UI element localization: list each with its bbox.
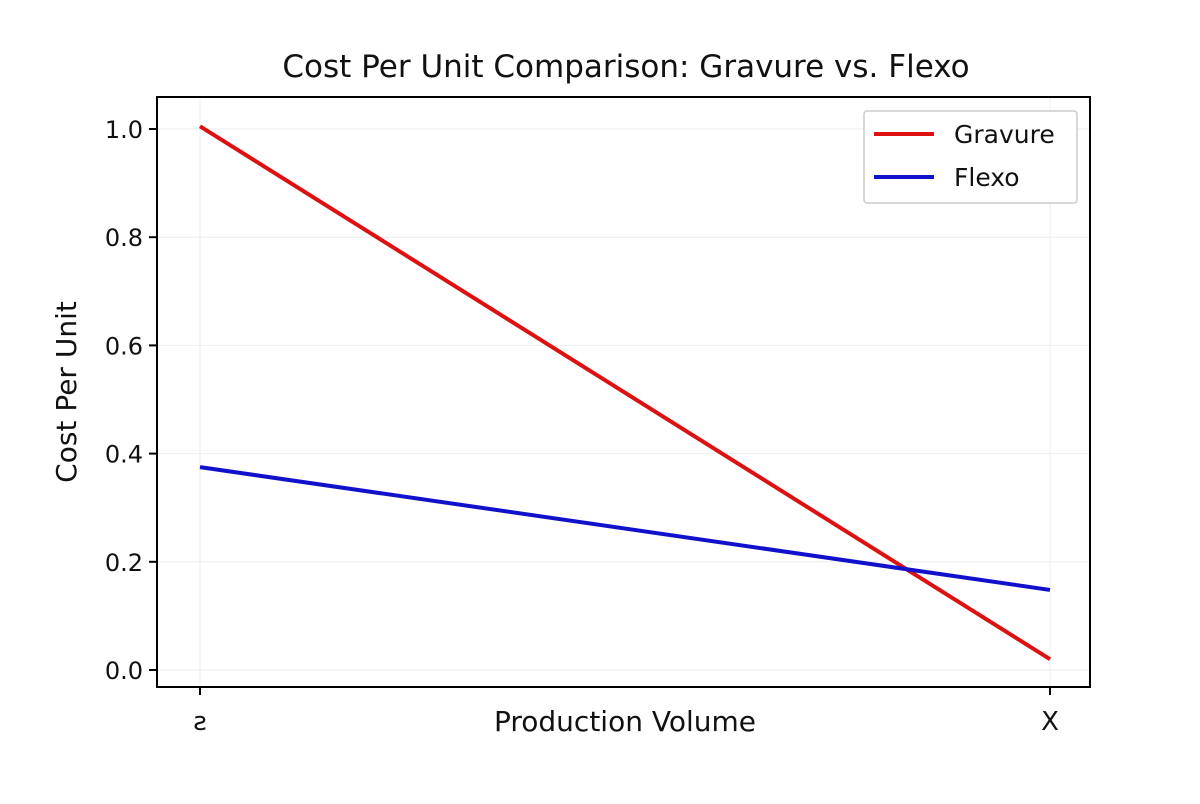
chart-title: Cost Per Unit Comparison: Gravure vs. Fl… [282,49,969,85]
legend-label-gravure: Gravure [954,120,1055,149]
x-axis-label: Production Volume [494,705,756,738]
legend-label-flexo: Flexo [954,163,1020,192]
grid [157,97,1090,687]
x-tick-label: X [1041,707,1059,737]
legend: Gravure Flexo [863,110,1078,204]
series-line-gravure [198,124,1052,661]
y-axis: 0.0 0.2 0.4 0.6 0.8 1.0 [105,116,157,685]
y-tick-label: 0.4 [105,441,143,469]
y-tick-label: 1.0 [105,116,143,144]
y-axis-label: Cost Per Unit [50,301,83,483]
y-tick-label: 0.6 [105,332,143,360]
series-line-flexo [199,465,1051,592]
series-lines [198,124,1052,661]
y-tick-label: 0.2 [105,549,143,577]
x-tick-label: ƨ [193,707,207,737]
y-tick-label: 0.8 [105,224,143,252]
plot-frame [156,96,1091,688]
y-tick-label: 0.0 [105,657,143,685]
